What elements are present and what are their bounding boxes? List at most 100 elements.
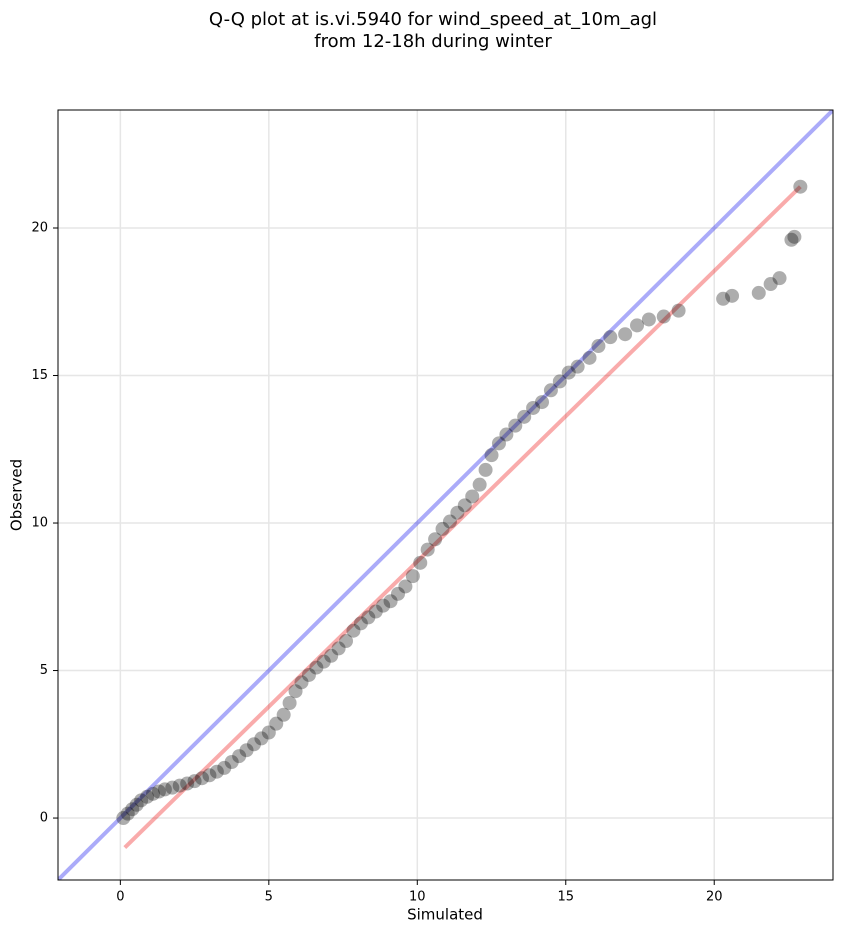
point [784, 232, 799, 247]
plot-area [58, 110, 833, 880]
point [751, 285, 766, 300]
x-axis-label: Simulated [407, 906, 483, 924]
point [656, 309, 671, 324]
point [603, 330, 618, 345]
point [376, 598, 391, 613]
point [772, 271, 787, 286]
point [641, 312, 656, 327]
point [316, 654, 331, 669]
point [224, 754, 239, 769]
point [180, 776, 195, 791]
point [276, 707, 291, 722]
point [517, 409, 532, 424]
point [195, 771, 210, 786]
point [232, 749, 247, 764]
point [383, 594, 398, 609]
point [146, 786, 161, 801]
point [491, 436, 506, 451]
point [793, 179, 808, 194]
point [116, 811, 131, 826]
x-tick-label: 15 [557, 890, 574, 905]
point [671, 303, 686, 318]
reference-line [123, 185, 802, 849]
point [324, 648, 339, 663]
chart-subtitle: from 12-18h during winter [314, 31, 552, 52]
point [217, 760, 232, 775]
point [157, 782, 172, 797]
y-axis-label: Observed [8, 459, 26, 531]
point [630, 318, 645, 333]
x-tick-label: 0 [116, 890, 124, 905]
point [413, 555, 428, 570]
point [618, 327, 633, 342]
point [269, 716, 284, 731]
point [450, 505, 465, 520]
point [484, 448, 499, 463]
y-tick-label: 5 [40, 663, 48, 678]
point [282, 695, 297, 710]
point [390, 586, 405, 601]
point [716, 291, 731, 306]
point [202, 768, 217, 783]
point [763, 277, 778, 292]
point [428, 532, 443, 547]
point [209, 764, 224, 779]
point [239, 743, 254, 758]
x-tick-label: 20 [706, 890, 723, 905]
point [398, 579, 413, 594]
x-tick-label: 10 [409, 890, 426, 905]
y-tick-label: 15 [31, 368, 48, 383]
point [294, 675, 309, 690]
point [582, 350, 597, 365]
point [457, 498, 472, 513]
point [508, 418, 523, 433]
point [591, 339, 606, 354]
point [246, 737, 261, 752]
reference-line [58, 110, 833, 880]
y-tick-label: 0 [40, 811, 48, 826]
point [346, 623, 361, 638]
point [165, 780, 180, 795]
y-tick-label: 10 [31, 516, 48, 531]
point [543, 383, 558, 398]
point [254, 731, 269, 746]
point [331, 641, 346, 656]
point [151, 784, 166, 799]
point [261, 725, 276, 740]
point [499, 427, 514, 442]
point [361, 610, 376, 625]
plot-frame [57, 109, 834, 881]
point [570, 359, 585, 374]
point [129, 797, 144, 812]
point [187, 774, 202, 789]
point [339, 634, 354, 649]
point [368, 604, 383, 619]
point [353, 616, 368, 631]
point [140, 789, 155, 804]
point [552, 374, 567, 389]
point [120, 806, 135, 821]
point [442, 514, 457, 529]
point [465, 489, 480, 504]
point [125, 802, 140, 817]
point [420, 542, 435, 557]
chart-title: Q-Q plot at is.vi.5940 for wind_speed_at… [209, 9, 657, 30]
x-tick-label: 5 [265, 890, 273, 905]
point [725, 288, 740, 303]
point [405, 569, 420, 584]
point [134, 793, 149, 808]
point [472, 477, 487, 492]
point [172, 778, 187, 793]
point [787, 229, 802, 244]
point [435, 521, 450, 536]
grid [58, 110, 833, 880]
point [478, 462, 493, 477]
point [526, 400, 541, 415]
point [301, 667, 316, 682]
y-tick-label: 20 [31, 221, 48, 236]
point [535, 395, 550, 410]
point [309, 660, 324, 675]
point [561, 365, 576, 380]
point [288, 684, 303, 699]
